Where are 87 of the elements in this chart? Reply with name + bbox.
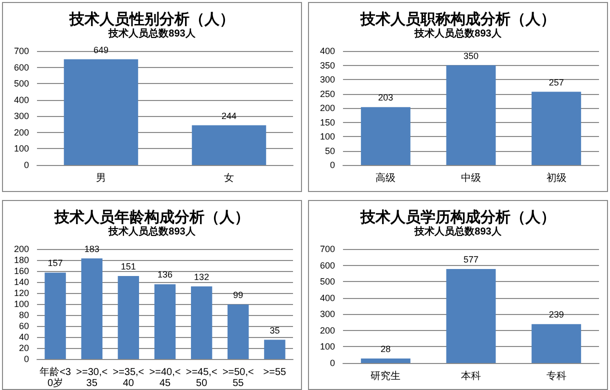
chart-subtitle: 技术人员总数893人 <box>108 226 196 238</box>
y-tick-label: 20 <box>18 343 29 353</box>
y-tick-label: 400 <box>320 292 335 303</box>
data-label: 257 <box>548 77 564 88</box>
bar <box>532 92 582 165</box>
y-tick-label: 0 <box>330 358 335 368</box>
chart-subtitle: 技术人员总数893人 <box>414 28 502 40</box>
x-tick-label: >=50,<55 <box>222 367 254 389</box>
data-label: 99 <box>233 290 244 300</box>
y-tick-label: 600 <box>320 260 335 270</box>
y-tick-label: 200 <box>14 127 29 138</box>
y-tick-label: 700 <box>320 244 335 254</box>
data-label: 239 <box>548 310 564 320</box>
data-label: 577 <box>463 254 479 265</box>
x-tick-label: 年龄<30岁 <box>40 366 72 389</box>
y-tick-label: 0 <box>24 160 29 170</box>
x-tick-label: >=30,<35 <box>76 367 108 389</box>
chart-subtitle: 技术人员总数893人 <box>414 226 502 238</box>
x-tick-label: 专科 <box>546 370 566 382</box>
y-tick-label: 150 <box>320 117 335 128</box>
chart-subtitle: 技术人员总数893人 <box>108 28 196 40</box>
bar <box>264 340 286 359</box>
data-label: 151 <box>120 261 136 272</box>
data-label: 203 <box>378 92 394 103</box>
x-tick-label: 研究生 <box>370 370 401 382</box>
y-tick-label: 60 <box>18 321 29 331</box>
x-tick-label: 高级 <box>376 172 396 184</box>
bar <box>81 258 102 359</box>
data-label: 649 <box>93 44 109 55</box>
y-tick-label: 180 <box>14 255 29 265</box>
y-tick-label: 40 <box>18 332 29 342</box>
y-tick-label: 200 <box>14 244 29 254</box>
y-tick-label: 500 <box>14 78 29 89</box>
data-label: 350 <box>463 50 479 61</box>
y-tick-label: 50 <box>324 146 335 156</box>
data-label: 132 <box>194 272 210 282</box>
y-tick-label: 100 <box>14 144 29 154</box>
data-label: 35 <box>270 325 280 336</box>
y-tick-label: 200 <box>320 325 335 336</box>
y-tick-label: 300 <box>320 309 335 320</box>
x-tick-label: 本科 <box>461 370 481 382</box>
x-tick-label: >=45,<50 <box>186 367 218 389</box>
y-tick-label: 250 <box>320 88 335 99</box>
chart-title: 技术人员学历构成分析（人） <box>360 209 556 226</box>
chart-title: 技术人员性别分析（人） <box>68 11 234 28</box>
bar <box>228 304 249 359</box>
x-tick-label: >=55 <box>263 367 287 378</box>
x-tick-label: 男 <box>96 173 106 184</box>
bar <box>446 269 496 363</box>
x-tick-label: 女 <box>224 172 234 184</box>
bar <box>360 107 410 165</box>
y-tick-label: 140 <box>14 277 29 287</box>
data-label: 244 <box>221 110 237 121</box>
chart-title: 技术人员年龄构成分析（人） <box>54 209 250 226</box>
bar <box>360 358 410 363</box>
y-tick-label: 160 <box>14 266 29 276</box>
y-tick-label: 100 <box>320 342 335 352</box>
y-tick-label: 400 <box>320 46 335 56</box>
x-tick-label: 中级 <box>461 172 481 184</box>
bar <box>118 276 140 359</box>
y-tick-label: 300 <box>14 111 29 122</box>
y-tick-label: 350 <box>320 60 335 70</box>
y-tick-label: 400 <box>14 94 29 105</box>
y-tick-label: 120 <box>14 288 29 298</box>
y-tick-label: 0 <box>330 160 335 170</box>
y-tick-label: 300 <box>320 74 335 84</box>
bar <box>532 324 582 363</box>
y-tick-label: 200 <box>320 103 335 113</box>
x-tick-label: >=40,<45 <box>149 367 181 389</box>
bar <box>190 286 212 359</box>
y-tick-label: 0 <box>24 354 29 364</box>
bar <box>154 284 176 359</box>
data-label: 157 <box>48 258 63 268</box>
y-tick-label: 100 <box>14 299 29 309</box>
chart-title: 技术人员职称构成分析（人） <box>360 11 556 28</box>
y-tick-label: 600 <box>14 62 29 72</box>
y-tick-label: 500 <box>320 276 335 287</box>
x-tick-label: 初级 <box>546 172 566 184</box>
bar <box>446 65 496 165</box>
data-label: 183 <box>84 244 100 254</box>
data-label: 136 <box>157 270 173 280</box>
y-tick-label: 80 <box>18 310 29 320</box>
y-tick-label: 700 <box>14 46 29 56</box>
x-tick-label: >=35,<40 <box>112 367 144 389</box>
y-tick-label: 100 <box>320 132 335 142</box>
bar <box>44 272 66 359</box>
data-label: 28 <box>380 344 391 354</box>
